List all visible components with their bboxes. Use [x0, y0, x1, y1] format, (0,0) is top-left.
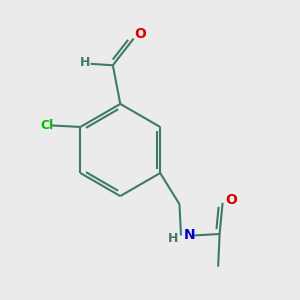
- Text: Cl: Cl: [40, 119, 53, 132]
- Text: O: O: [134, 27, 146, 41]
- Text: H: H: [168, 232, 179, 245]
- Text: N: N: [184, 229, 195, 242]
- Text: O: O: [225, 193, 237, 207]
- Text: H: H: [80, 56, 90, 69]
